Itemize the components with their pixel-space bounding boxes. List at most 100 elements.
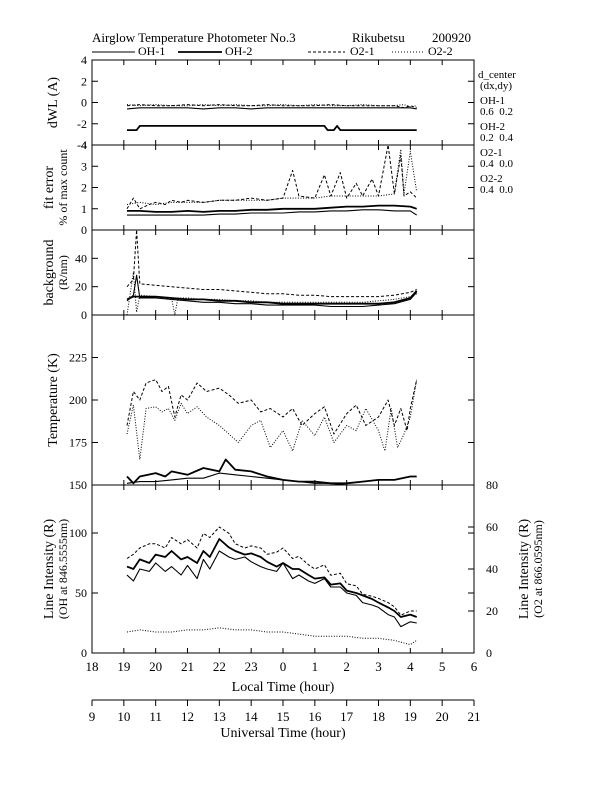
y-tick-label-fit-3: 3 — [81, 159, 87, 173]
x-tick-label-3: 21 — [181, 659, 194, 674]
panel-bg: 0 20 40 background (R/nm) — [42, 229, 475, 322]
x-axis-label-local: Local Time (hour) — [232, 680, 335, 695]
ut-tick-label-9: 18 — [372, 709, 385, 724]
y-right-tick-label-4: 80 — [486, 478, 498, 492]
series-int-oh1 — [126, 550, 417, 628]
y-tick-label-dwl-1: -2 — [77, 117, 87, 131]
y-tick-label-temp-1: 175 — [69, 436, 87, 450]
station-name: Rikubetsu — [352, 30, 405, 45]
ut-tick-label-5: 14 — [245, 709, 259, 724]
panel-frame-fit — [91, 144, 475, 231]
d-center-values-o22: 0.4 0.0 — [480, 184, 514, 196]
series-int-o21 — [126, 526, 417, 616]
panel-frame-temp — [91, 314, 475, 486]
x-tick-label-5: 23 — [245, 659, 258, 674]
y-tick-label-fit-4: 4 — [81, 138, 87, 152]
ut-tick-label-10: 19 — [404, 709, 417, 724]
y-tick-label-int-0: 0 — [81, 646, 87, 660]
x-tick-label-8: 2 — [343, 659, 350, 674]
y-right-tick-label-3: 60 — [486, 520, 498, 534]
d-center-name-o22: O2-2 — [480, 173, 503, 185]
y-tick-label-int-1: 50 — [75, 586, 87, 600]
series-temp-oh2 — [126, 458, 417, 485]
legend-label-oh2: OH-2 — [225, 44, 252, 58]
panel-fit: 0 1 2 3 4 fit error% of max count — [42, 138, 475, 237]
x-tick-label-10: 4 — [407, 659, 414, 674]
y-axis-label-fit-1: % of max count — [56, 149, 70, 226]
series-dwl-oh2 — [127, 125, 417, 132]
legend-label-oh1: OH-1 — [138, 44, 165, 58]
y-right-axis-label-1: (O2 at 866.0595nm) — [531, 520, 545, 618]
x-tick-label-1: 19 — [117, 659, 130, 674]
y-tick-label-fit-1: 1 — [81, 202, 87, 216]
x-tick-label-2: 20 — [149, 659, 162, 674]
series-fit-o21 — [126, 144, 418, 210]
x-tick-label-4: 22 — [213, 659, 226, 674]
y-axis-label-fit-0: fit error — [42, 166, 57, 209]
y-axis-label-int-1: (OH at 846.5555nm) — [56, 519, 70, 619]
series-temp-o22 — [126, 379, 418, 460]
series-int-o22 — [126, 627, 417, 646]
legend-label-o22: O2-2 — [428, 44, 453, 58]
y-tick-label-temp-2: 200 — [69, 393, 87, 407]
ut-tick-label-6: 15 — [277, 709, 290, 724]
universal-time-axis: 9 10 11 12 13 14 15 16 17 18 19 20 21 Universal Time … — [89, 699, 481, 741]
x-tick-label-12: 6 — [471, 659, 478, 674]
series-fit-o22 — [126, 148, 418, 205]
panel-frame-int — [91, 484, 475, 654]
ut-tick-label-4: 13 — [213, 709, 226, 724]
y-tick-label-bg-0: 0 — [81, 308, 87, 322]
chart-title: Airglow Temperature Photometer No.3 — [92, 30, 296, 45]
ut-tick-label-12: 21 — [468, 709, 481, 724]
y-tick-label-bg-1: 20 — [75, 280, 87, 294]
y-axis-label-temp-0: Temperature (K) — [46, 353, 61, 447]
legend-label-o21: O2-1 — [350, 44, 375, 58]
y-axis-label-bg-1: (R/nm) — [56, 255, 70, 290]
x-tick-label-7: 1 — [312, 659, 319, 674]
y-right-tick-label-2: 40 — [486, 562, 498, 576]
d-center-subheading: (dx,dy) — [480, 80, 512, 92]
date-label: 200920 — [432, 30, 471, 45]
y-tick-label-fit-0: 0 — [81, 223, 87, 237]
series-bg-o22 — [126, 272, 417, 316]
series-bg-oh2 — [126, 290, 418, 305]
y-axis-label-bg-0: background — [42, 239, 57, 305]
series-bg-oh1 — [126, 274, 418, 308]
series-dwl-o22 — [126, 104, 417, 108]
ut-tick-label-2: 11 — [149, 709, 162, 724]
y-axis-label-dwl-0: dWL (A) — [46, 77, 61, 129]
series-dwl-oh1 — [126, 107, 417, 110]
x-tick-label-11: 5 — [439, 659, 446, 674]
ut-tick-label-0: 9 — [89, 709, 96, 724]
d-center-name-o21: O2-1 — [480, 147, 503, 159]
y-tick-label-dwl-3: 2 — [81, 74, 87, 88]
y-tick-label-fit-2: 2 — [81, 181, 87, 195]
d-center-values-oh2: 0.2 0.4 — [480, 132, 514, 144]
d-center-values-o21: 0.4 0.0 — [480, 158, 514, 170]
y-tick-label-dwl-0: -4 — [77, 138, 87, 152]
x-tick-label-6: 0 — [280, 659, 287, 674]
ut-tick-label-3: 12 — [181, 709, 194, 724]
ut-tick-label-1: 10 — [117, 709, 130, 724]
series-temp-oh1 — [126, 472, 417, 486]
ut-axis-label: Universal Time (hour) — [220, 726, 346, 741]
panel-int: 0 50 1 0 0 Line Intensity (R) (OH at 846.5555n… — [42, 478, 545, 695]
series-int-oh2 — [126, 538, 418, 618]
ut-tick-label-11: 20 — [436, 709, 449, 724]
y-tick-label-dwl-4: 4 — [81, 53, 87, 67]
y-axis-label-int-0: Line Intensity (R) — [42, 519, 57, 620]
legend: OH-1 OH-2 O2-1 O2-2 — [92, 44, 453, 58]
y-tick-label-temp-0: 150 — [69, 478, 87, 492]
d-center-name-oh1: OH-1 — [480, 95, 505, 107]
d-center-info: d_center (dx,dy) OH-1 0.6 0.2 OH-2 0.2 0… — [478, 69, 516, 196]
y-right-tick-label-0: 0 — [486, 646, 492, 660]
ut-tick-label-7: 16 — [308, 709, 322, 724]
series-fit-oh1 — [127, 209, 418, 216]
panel-temp: 150 175 200 225 Temperature (K) — [46, 314, 475, 492]
d-center-values-oh1: 0.6 0.2 — [480, 106, 513, 118]
ut-tick-label-8: 17 — [340, 709, 354, 724]
series-temp-o21 — [126, 379, 418, 435]
y-tick-label-bg-2: 40 — [75, 251, 87, 265]
y-tick-label-dwl-2: 0 — [81, 96, 87, 110]
